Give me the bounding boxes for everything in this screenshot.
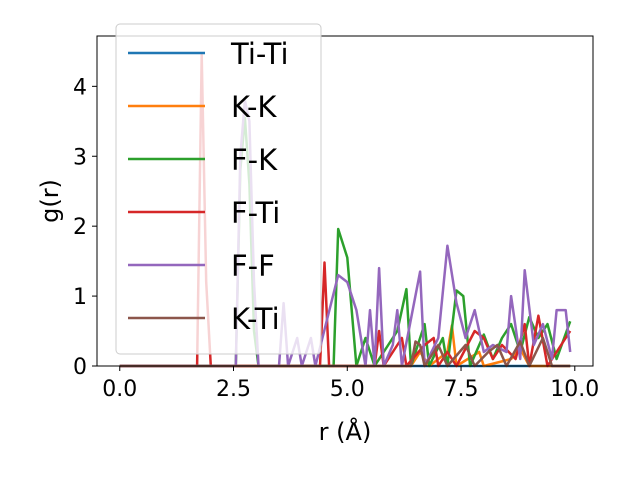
legend-box (115, 23, 322, 355)
legend-label: F-Ti (231, 196, 280, 230)
legend: Ti-Ti K-K F-K F-Ti F-F K-Ti (115, 23, 322, 355)
y-tick-label: 2 (73, 215, 87, 240)
series-line-4 (119, 99, 572, 368)
y-axis-title: g(r) (36, 179, 64, 223)
x-tick-label: 7.5 (444, 377, 479, 402)
plot-frame (96, 35, 594, 367)
x-tick-label: 10.0 (550, 377, 599, 402)
x-tick-label: 5.0 (330, 377, 365, 402)
legend-label: F-K (231, 143, 278, 177)
y-tick-label: 1 (73, 285, 87, 310)
legend-label: K-Ti (231, 302, 280, 336)
legend-label: K-K (231, 90, 277, 124)
y-axis: 0 1 2 3 4 (73, 75, 97, 380)
x-axis: 0.0 2.5 5.0 7.5 10.0 (102, 366, 599, 402)
x-tick-label: 2.5 (216, 377, 251, 402)
y-tick-label: 4 (73, 75, 87, 100)
y-tick-label: 0 (73, 355, 87, 380)
legend-label: Ti-Ti (230, 37, 289, 71)
legend-label: F-F (231, 249, 275, 283)
x-tick-label: 0.0 (102, 377, 137, 402)
y-tick-label: 3 (73, 145, 87, 170)
x-axis-title: r (Å) (319, 417, 372, 446)
